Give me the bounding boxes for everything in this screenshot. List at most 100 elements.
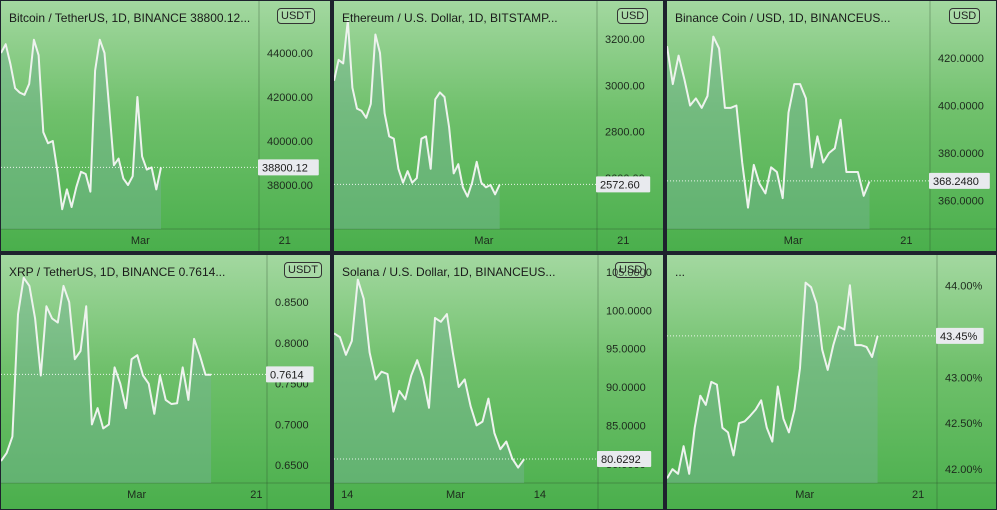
last-price-badge [597,450,652,467]
currency-badge[interactable]: USDT [284,262,322,278]
data-point [735,104,738,107]
chart-panel-ethereum[interactable]: 3200.003000.002800.002600.002572.60Mar21… [334,1,663,251]
y-tick-label: 44000.00 [267,48,313,60]
data-point [429,167,432,170]
data-point [47,142,50,145]
data-point [62,284,65,287]
data-point [683,78,686,81]
data-point [18,91,21,94]
data-point [365,116,368,119]
data-point [821,348,824,351]
data-point [671,83,674,86]
chart-panel-bitcoin[interactable]: 44000.00 42000.00 40000.00 38000.00 38800.12… [1,1,330,251]
data-point [34,317,37,320]
data-point [443,96,446,99]
data-point [136,96,139,99]
data-point [17,313,20,316]
data-point [23,93,26,96]
x-tick-label: 21 [617,235,629,247]
data-point [499,448,502,451]
y-tick-label: 38000.00 [267,180,313,192]
data-point [181,366,184,369]
data-point [84,173,87,176]
data-point [124,407,127,410]
y-tick-label: 85.0000 [606,420,646,432]
data-point [397,167,400,170]
data-point [425,135,428,138]
data-point [42,131,45,134]
data-point [374,33,377,36]
data-point [732,454,735,457]
data-point [832,344,835,347]
data-point [770,166,773,169]
series-line [334,19,501,198]
data-point [517,466,520,469]
data-point [799,367,802,370]
data-point [65,188,68,191]
chart-panel-solana[interactable]: 105.0000 100.0000 95.0000 90.0000 85.0000 80.… [334,255,663,509]
chart-panel-binance-coin[interactable]: 420.0000 400.0000 380.0000 360.0000 368.2480… [667,1,996,251]
chart-title: Binance Coin / USD, 1D, BINANCEUS... [675,11,891,25]
data-point [764,192,767,195]
data-point [457,386,460,389]
data-point [434,98,437,101]
data-point [837,325,840,328]
data-point [406,170,409,173]
x-tick-label: Mar [474,235,493,247]
last-price-label: 2572.60 [600,179,640,191]
y-tick-label: 0.8000 [275,338,309,350]
data-point [804,97,807,100]
last-price-label: 0.7614 [270,369,304,381]
currency-badge[interactable]: USD [617,8,649,24]
data-point [379,52,382,55]
y-tick-label: 0.7000 [275,419,309,431]
data-point [845,171,848,174]
data-point [131,175,134,178]
chart-panel-dominance[interactable]: 44.00%43.50%43.00%42.50%42.00%43.45%Mar2… [667,255,996,509]
data-point [337,58,340,61]
data-point [392,137,395,140]
chart-panel-xrp[interactable]: 0.8500 0.8000 0.7500 0.7000 0.6500 0.7614 Mar 2… [1,255,330,509]
data-point [112,164,115,167]
data-point [388,135,391,138]
y-tick-label: 400.0000 [938,101,984,113]
data-point [799,83,802,86]
data-point [89,190,92,193]
data-point [833,147,836,150]
y-tick-label: 42.00% [945,464,983,476]
currency-badge[interactable]: USDT [277,8,315,24]
series-area [1,277,212,483]
data-point [475,424,478,427]
data-point [471,181,474,184]
data-point [851,171,854,174]
data-point [73,358,76,361]
data-point [706,95,709,98]
data-point [445,313,448,316]
data-point [828,152,831,155]
data-point [793,408,796,411]
data-point [729,106,732,109]
data-point [677,472,680,475]
data-point [822,161,825,164]
data-point [700,106,703,109]
data-point [398,389,401,392]
currency-badge[interactable]: USD [949,8,981,24]
data-point [749,414,752,417]
data-point [782,417,785,420]
data-point [193,337,196,340]
data-point [781,197,784,200]
last-price-label: 43.45% [940,331,978,343]
data-point [5,451,8,454]
data-point [130,358,133,361]
data-point [871,356,874,359]
data-point [428,406,431,409]
data-point [439,320,442,323]
data-point [741,161,744,164]
data-point [14,87,17,90]
currency-badge[interactable]: USD [615,262,647,278]
y-tick-label: 420.0000 [938,53,984,65]
data-point [671,468,674,471]
chart-svg: 44000.00 42000.00 40000.00 38000.00 38800.12… [1,1,330,251]
data-point [682,445,685,448]
data-point [198,354,201,357]
